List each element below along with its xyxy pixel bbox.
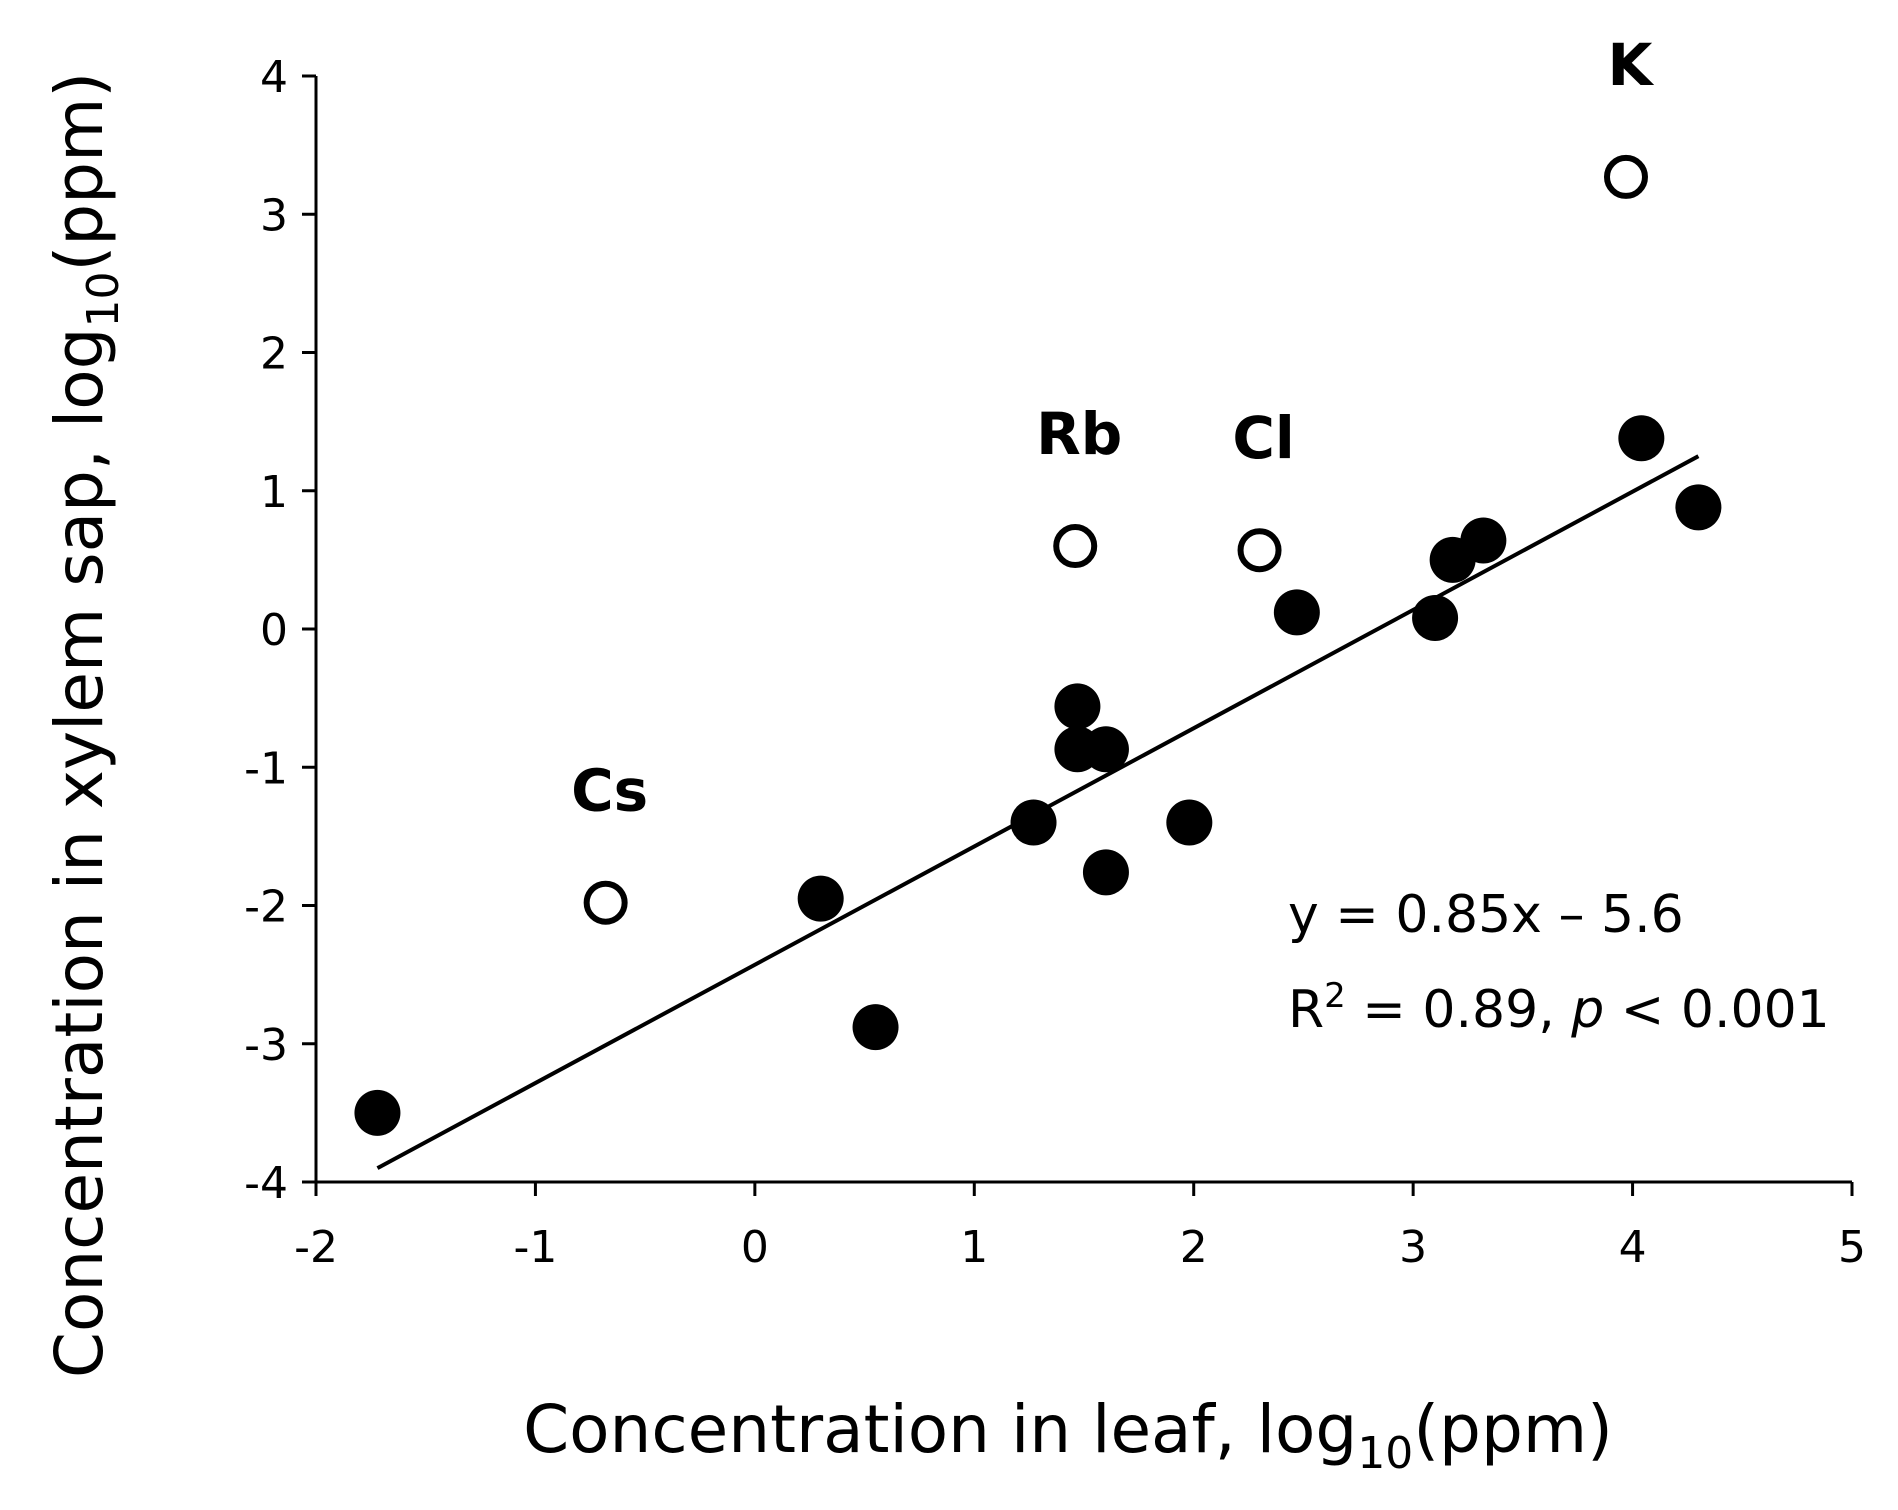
x-tick-label: -2	[294, 1222, 338, 1273]
y-tick-label: 2	[260, 329, 288, 380]
filled-data-point	[1618, 415, 1665, 462]
x-tick-label: 2	[1180, 1222, 1208, 1273]
y-title-main: Concentration in xylem sap, log	[41, 327, 118, 1378]
filled-data-point	[852, 1004, 899, 1051]
y-tick-label: -1	[244, 743, 288, 794]
x-tick-label: 5	[1838, 1222, 1866, 1273]
y-title-subscript: 10	[78, 271, 129, 327]
y-tick-label: 3	[260, 190, 288, 241]
filled-data-point	[797, 875, 844, 922]
point-labels: Cs Rb Cl K	[571, 31, 1654, 825]
r2-superscript: 2	[1324, 976, 1346, 1016]
x-tick-label: 3	[1399, 1222, 1427, 1273]
filled-data-point	[1082, 726, 1129, 773]
open-data-point	[1237, 528, 1282, 573]
r2-prefix: R	[1288, 980, 1324, 1040]
data-points	[354, 154, 1722, 1136]
y-ticks: -4 -3 -2 -1 0 1 2 3 4	[244, 52, 316, 1209]
r-squared-annotation: R2 = 0.89, p < 0.001	[1288, 976, 1830, 1040]
point-label-cs: Cs	[571, 757, 648, 825]
r2-value: = 0.89,	[1346, 980, 1571, 1040]
y-tick-label: -3	[244, 1020, 288, 1071]
filled-data-point	[1412, 594, 1459, 641]
y-tick-label: -2	[244, 882, 288, 933]
x-axis-title: Concentration in leaf, log10(ppm)	[523, 1391, 1613, 1479]
regression-equation: y = 0.85x – 5.6	[1288, 885, 1684, 945]
y-title-tail: (ppm)	[41, 72, 118, 272]
filled-data-point	[1460, 517, 1507, 564]
x-ticks: -2 -1 0 1 2 3 4 5	[294, 1182, 1866, 1273]
y-tick-label: -4	[244, 1158, 288, 1209]
y-tick-label: 1	[260, 467, 288, 518]
x-title-tail: (ppm)	[1413, 1391, 1613, 1468]
y-tick-label: 4	[260, 52, 288, 103]
x-tick-label: -1	[513, 1222, 557, 1273]
point-label-rb: Rb	[1036, 400, 1122, 468]
p-value: < 0.001	[1604, 980, 1830, 1040]
x-title-subscript: 10	[1357, 1428, 1413, 1479]
filled-data-point	[354, 1089, 401, 1136]
point-label-cl: Cl	[1232, 404, 1294, 472]
x-tick-label: 0	[741, 1222, 769, 1273]
x-tick-label: 1	[960, 1222, 988, 1273]
filled-data-point	[1675, 484, 1722, 531]
filled-data-point	[1054, 683, 1101, 730]
filled-data-point	[1273, 589, 1320, 636]
p-symbol: p	[1570, 980, 1604, 1040]
filled-data-point	[1082, 849, 1129, 896]
y-tick-label: 0	[260, 605, 288, 656]
open-data-point	[583, 880, 628, 925]
y-axis-title: Concentration in xylem sap, log10(ppm)	[41, 72, 129, 1378]
axes: -2 -1 0 1 2 3 4 5 -4 -3 -2 -1 0 1 2 3 4	[244, 52, 1866, 1273]
x-title-main: Concentration in leaf, log	[523, 1391, 1357, 1468]
point-label-k: K	[1608, 31, 1655, 99]
x-tick-label: 4	[1619, 1222, 1647, 1273]
open-data-point	[1053, 524, 1098, 569]
filled-data-point	[1166, 799, 1213, 846]
filled-data-point	[1010, 799, 1057, 846]
open-data-point	[1603, 154, 1648, 199]
